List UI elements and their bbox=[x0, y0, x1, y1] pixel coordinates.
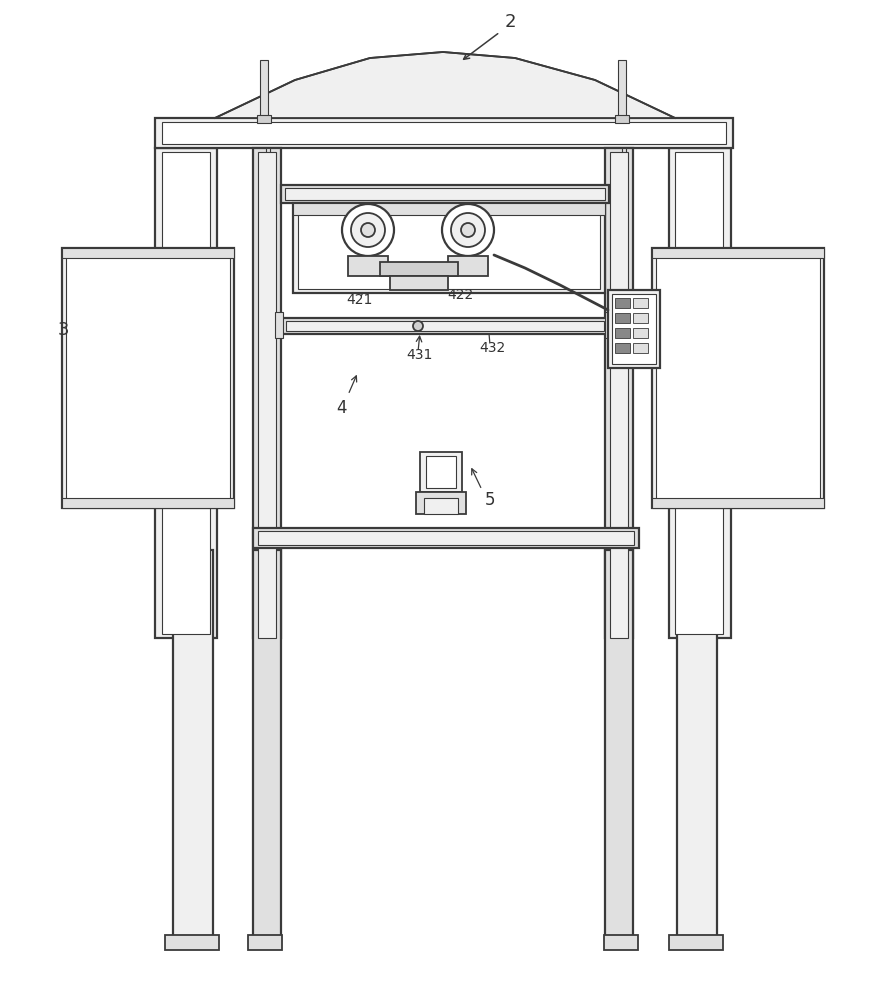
Bar bbox=[62, 248, 234, 258]
Bar bbox=[656, 252, 820, 504]
Bar bbox=[675, 152, 723, 634]
Bar bbox=[293, 203, 605, 215]
Bar bbox=[162, 152, 210, 634]
Bar bbox=[633, 343, 648, 353]
Bar bbox=[652, 498, 824, 508]
Bar bbox=[605, 312, 613, 338]
Bar bbox=[281, 318, 609, 334]
Circle shape bbox=[461, 223, 475, 237]
Bar bbox=[615, 343, 630, 353]
Bar bbox=[652, 248, 824, 508]
Bar bbox=[66, 252, 230, 504]
Bar bbox=[258, 152, 276, 638]
Circle shape bbox=[361, 223, 375, 237]
Bar bbox=[348, 256, 388, 276]
Bar bbox=[275, 312, 283, 338]
Text: 421: 421 bbox=[346, 293, 373, 307]
Text: 431: 431 bbox=[407, 348, 433, 362]
Text: 5: 5 bbox=[485, 491, 495, 509]
Bar bbox=[416, 492, 466, 514]
Bar bbox=[448, 256, 488, 276]
Bar bbox=[266, 148, 270, 248]
Text: 4: 4 bbox=[337, 399, 347, 417]
Bar bbox=[604, 935, 638, 950]
Circle shape bbox=[342, 204, 394, 256]
Circle shape bbox=[451, 213, 485, 247]
Bar bbox=[622, 148, 626, 248]
Bar bbox=[633, 313, 648, 323]
Bar bbox=[618, 60, 626, 120]
Polygon shape bbox=[215, 52, 675, 118]
Bar bbox=[615, 115, 629, 123]
Bar bbox=[62, 498, 234, 508]
Bar bbox=[615, 328, 630, 338]
Bar bbox=[615, 298, 630, 308]
Text: 3: 3 bbox=[58, 321, 69, 339]
Bar bbox=[286, 321, 604, 331]
Bar bbox=[605, 550, 633, 940]
Bar bbox=[165, 935, 219, 950]
Bar bbox=[253, 148, 281, 638]
Bar bbox=[258, 531, 634, 545]
Text: 422: 422 bbox=[447, 288, 473, 302]
Bar bbox=[155, 118, 733, 148]
Circle shape bbox=[442, 204, 494, 256]
Bar bbox=[633, 298, 648, 308]
Bar bbox=[298, 207, 600, 289]
Bar bbox=[248, 935, 282, 950]
Bar bbox=[253, 550, 281, 940]
Bar bbox=[173, 550, 213, 940]
Bar bbox=[652, 248, 824, 258]
Bar bbox=[62, 248, 234, 508]
Bar bbox=[285, 188, 605, 200]
Bar bbox=[424, 498, 458, 514]
Circle shape bbox=[351, 213, 385, 247]
Bar bbox=[281, 185, 609, 203]
Bar bbox=[390, 276, 448, 290]
Bar bbox=[253, 528, 639, 548]
Bar bbox=[260, 60, 268, 120]
Bar bbox=[293, 203, 605, 293]
Bar bbox=[633, 328, 648, 338]
Bar bbox=[380, 262, 458, 276]
Bar bbox=[677, 550, 717, 940]
Text: 2: 2 bbox=[504, 13, 516, 31]
Bar bbox=[608, 290, 660, 368]
Bar bbox=[426, 456, 456, 488]
Bar bbox=[615, 313, 630, 323]
Bar bbox=[669, 148, 731, 638]
Bar bbox=[610, 152, 628, 638]
Bar bbox=[162, 122, 726, 144]
Text: 432: 432 bbox=[478, 341, 505, 355]
Bar bbox=[669, 935, 723, 950]
Circle shape bbox=[413, 321, 423, 331]
Bar bbox=[605, 148, 633, 638]
Bar bbox=[612, 294, 656, 364]
Bar bbox=[257, 115, 271, 123]
Bar bbox=[155, 148, 217, 638]
Bar bbox=[420, 452, 462, 492]
